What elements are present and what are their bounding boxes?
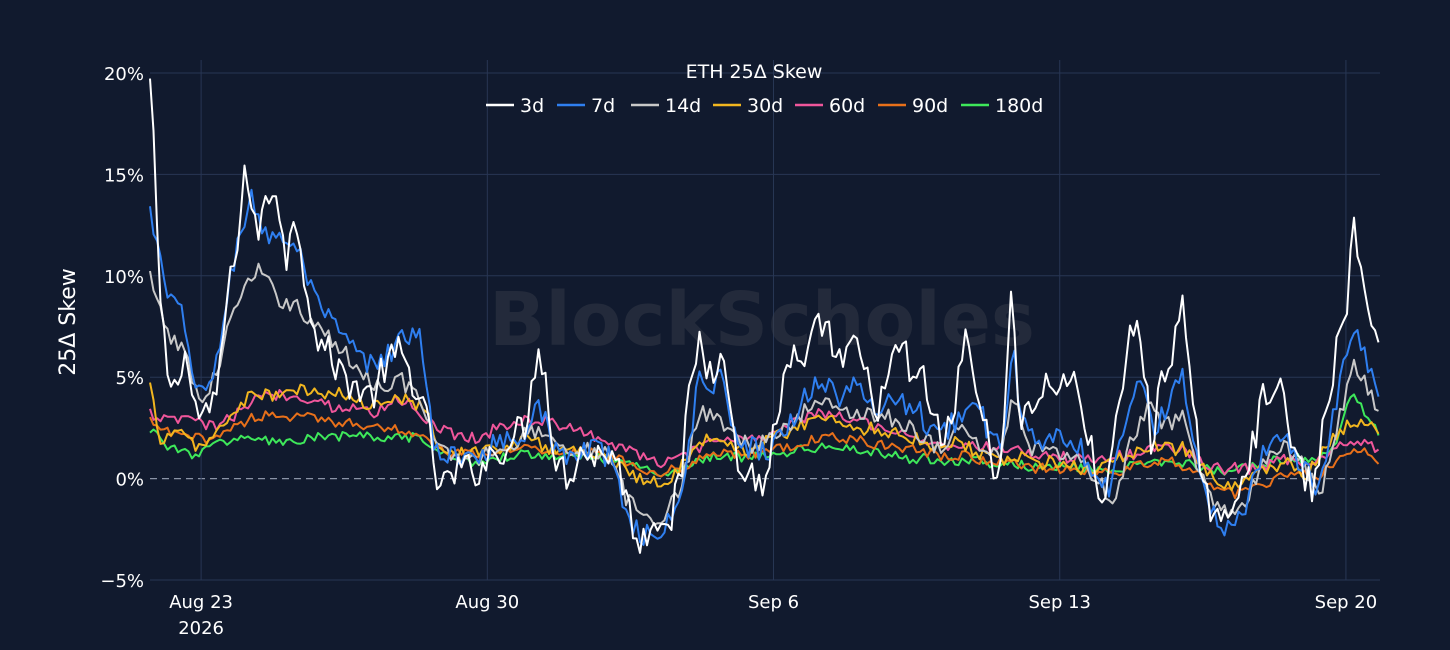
y-tick-label: 15% xyxy=(104,165,144,186)
series-line-14d xyxy=(149,262,1379,526)
legend: 3d 7d 14d 30d 60d 90d 180d xyxy=(486,95,1043,117)
legend-label-30d: 30d xyxy=(747,95,783,117)
x-tick-sublabel: 2026 xyxy=(178,618,224,639)
grid xyxy=(150,60,1380,581)
series-line-30d xyxy=(149,382,1380,492)
x-tick-label: Aug 30 xyxy=(455,592,519,613)
y-axis-ticks: −5% 0% 5% 10% 15% 20% xyxy=(100,64,144,592)
x-axis-ticks: Aug 23 2026 Aug 30 Sep 6 Sep 13 Sep 20 xyxy=(169,592,1377,639)
y-tick-label: 20% xyxy=(104,64,144,85)
x-tick-label: Sep 13 xyxy=(1028,592,1091,613)
legend-label-3d: 3d xyxy=(520,95,544,117)
watermark-logo: BlockScholes xyxy=(489,277,1035,363)
chart-title: ETH 25Δ Skew xyxy=(686,61,823,83)
y-axis-title: 25Δ Skew xyxy=(56,268,81,376)
series-line-7d xyxy=(149,188,1380,546)
legend-label-7d: 7d xyxy=(591,95,615,117)
legend-label-14d: 14d xyxy=(665,95,701,117)
legend-label-180d: 180d xyxy=(995,95,1043,117)
x-tick-label: Sep 6 xyxy=(748,592,799,613)
y-tick-label: 10% xyxy=(104,267,144,288)
series-line-3d xyxy=(149,78,1380,554)
legend-label-90d: 90d xyxy=(912,95,948,117)
x-tick-label: Sep 20 xyxy=(1315,592,1378,613)
y-tick-label: −5% xyxy=(100,571,144,592)
x-tick-label: Aug 23 xyxy=(169,592,233,613)
y-tick-label: 5% xyxy=(115,368,144,389)
y-tick-label: 0% xyxy=(115,470,144,491)
legend-label-60d: 60d xyxy=(829,95,865,117)
series-lines xyxy=(149,78,1380,554)
